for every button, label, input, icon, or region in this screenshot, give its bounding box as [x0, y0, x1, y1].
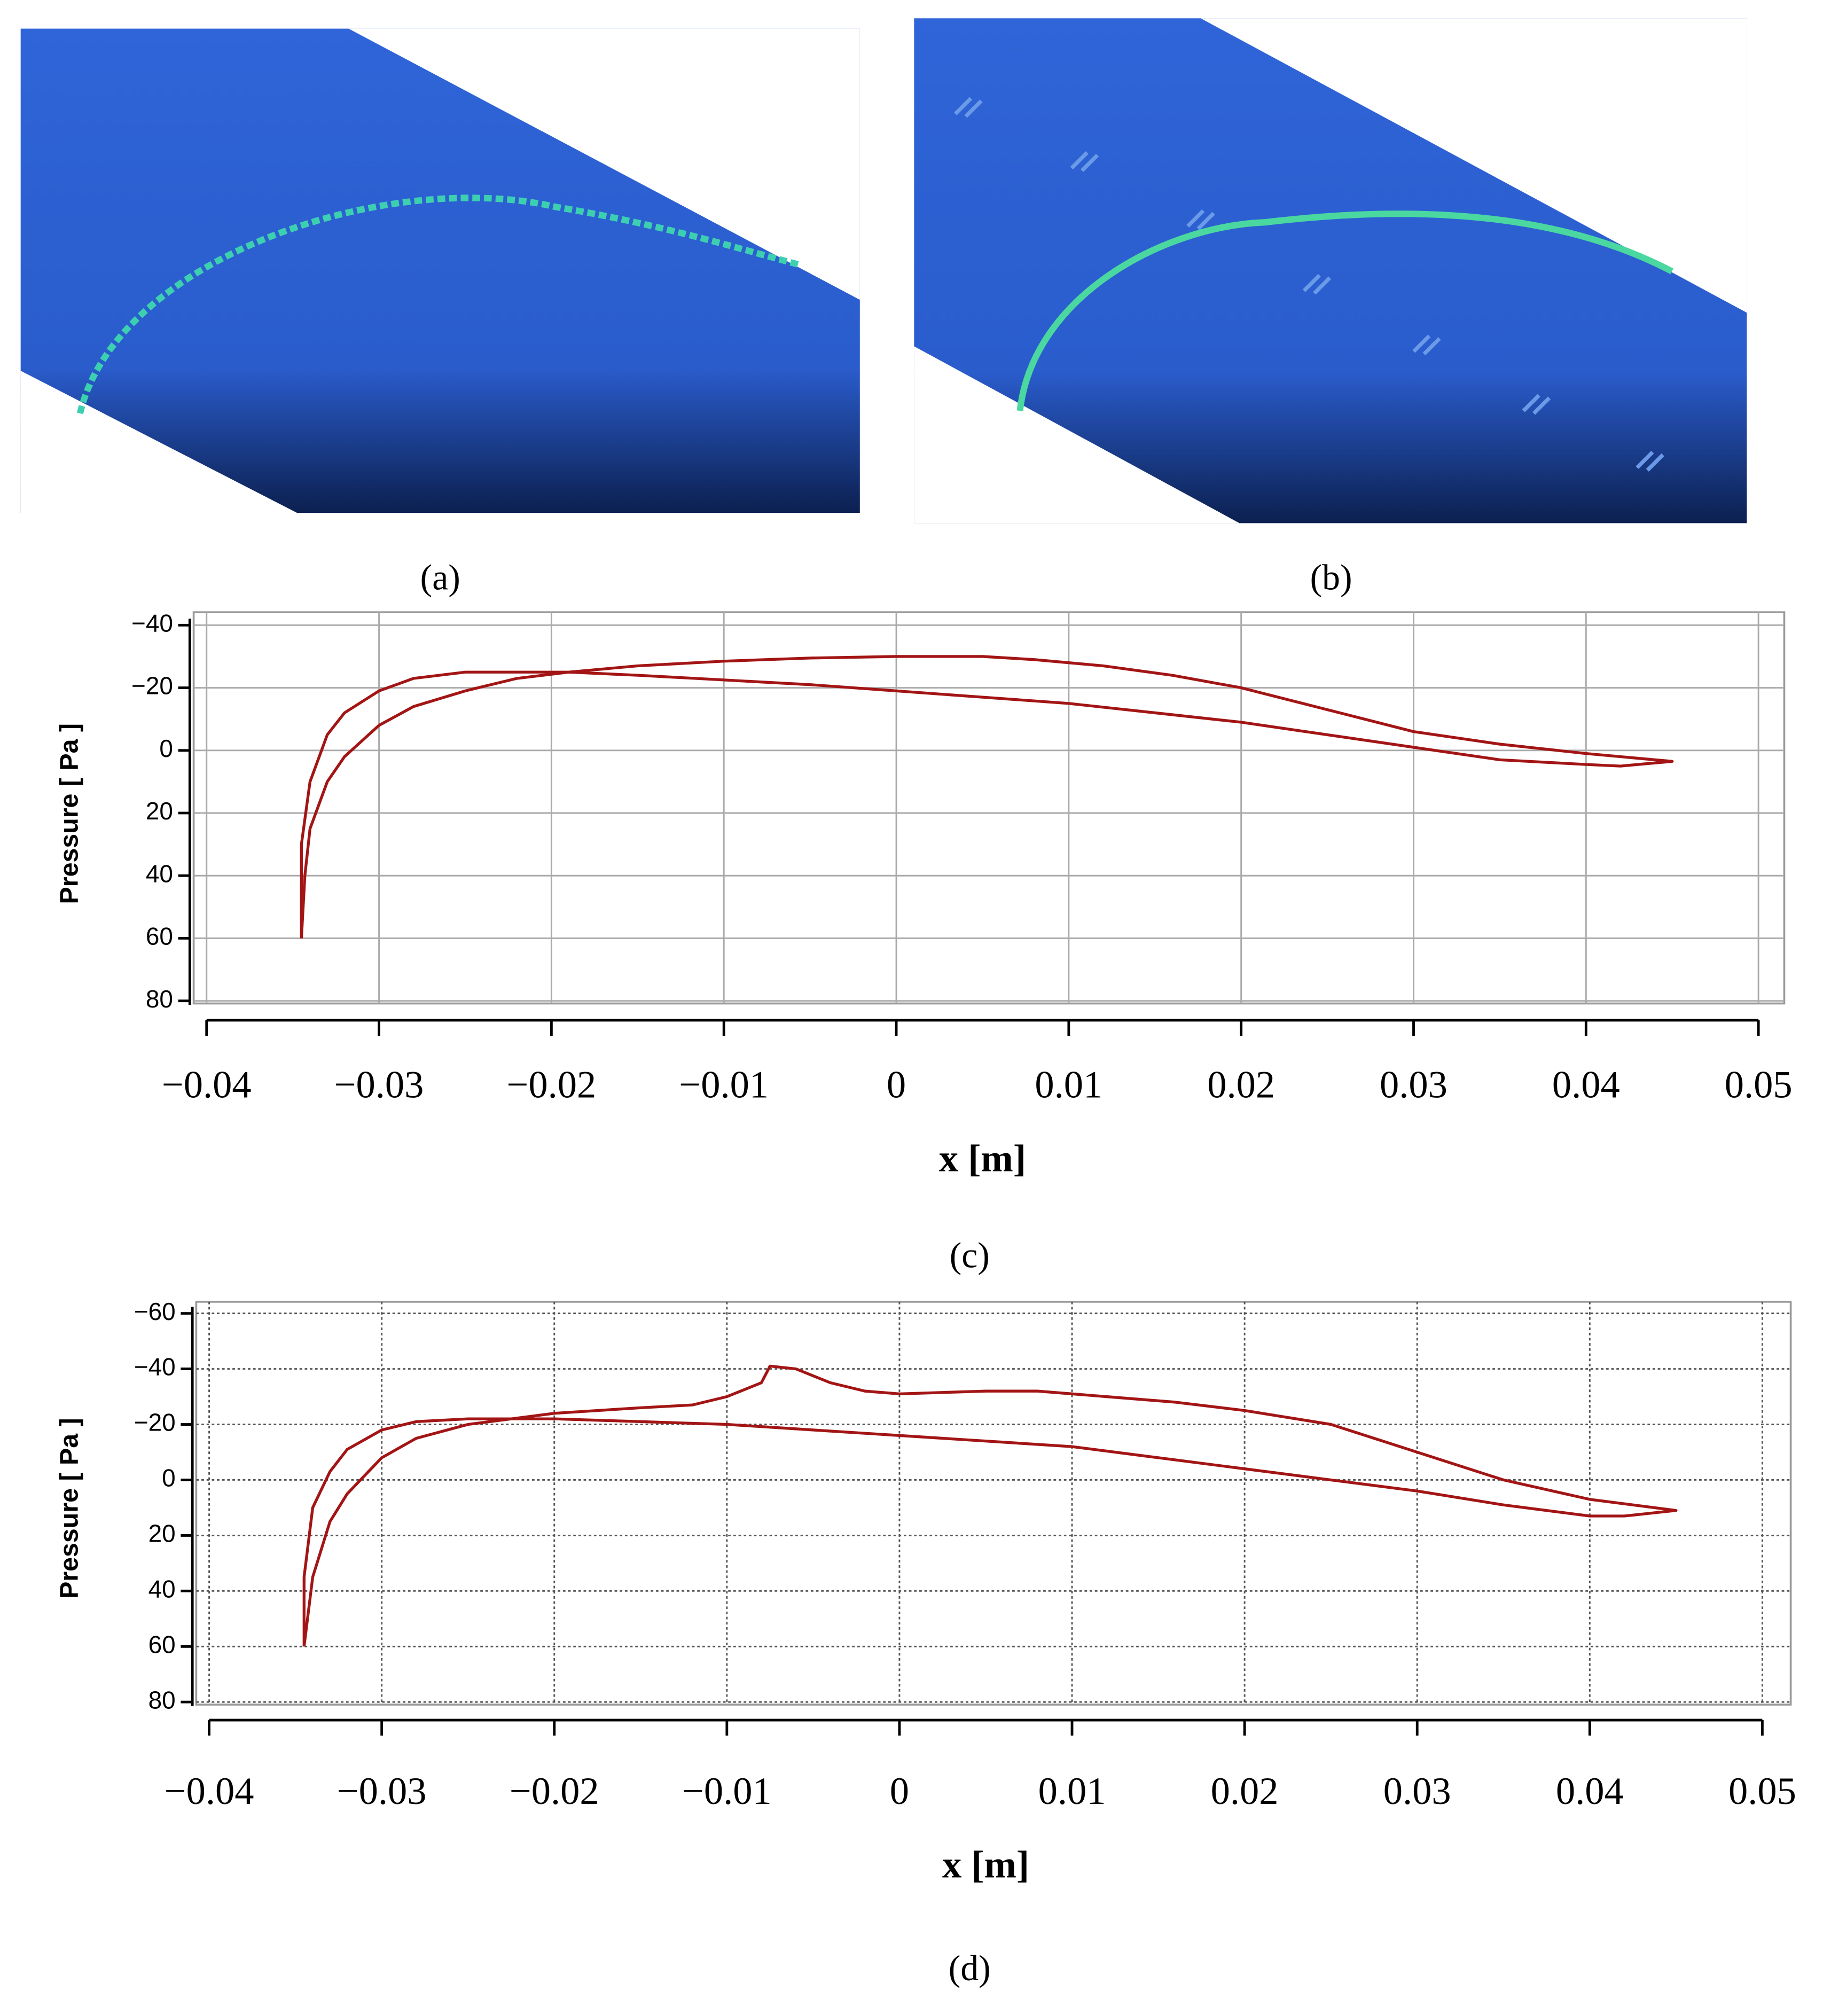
x-tick-label: −0.04: [162, 1063, 252, 1106]
caption: (b): [1310, 558, 1352, 598]
x-tick-label: −0.01: [682, 1769, 772, 1812]
background: [348, 28, 860, 300]
y-tick-label: 60: [146, 923, 173, 950]
y-tick-label: 20: [148, 1520, 176, 1548]
x-tick-label: −0.03: [337, 1769, 427, 1812]
x-tick-label: 0.01: [1038, 1769, 1106, 1812]
caption: (d): [949, 1948, 991, 1988]
data-line: [300, 655, 1674, 939]
x-tick-label: 0.05: [1728, 1769, 1796, 1812]
x-tick-label: −0.03: [334, 1063, 424, 1106]
y-axis-label: Pressure [ Pa ]: [55, 723, 84, 904]
caption: (c): [950, 1236, 990, 1276]
chart: −60 −40 −20 0 20 40 60 80 −0.04 −0.03 −0.02 −0.01 0 0…: [55, 1298, 1796, 1988]
y-tick-label: 0: [162, 1464, 176, 1492]
plot-frame: [192, 611, 1786, 1005]
x-tick-label: 0: [887, 1063, 906, 1106]
y-tick-label: −20: [131, 672, 173, 700]
x-tick-label: 0.03: [1380, 1063, 1448, 1106]
x-tick-label: 0.04: [1556, 1769, 1624, 1812]
data-line: [302, 1364, 1678, 1647]
background: [20, 371, 297, 513]
x-tick-label: −0.04: [165, 1769, 254, 1812]
x-tick-label: 0.03: [1383, 1769, 1451, 1812]
x-tick-label: 0: [890, 1769, 909, 1812]
y-tick-label: 40: [148, 1575, 176, 1603]
x-tick-label: 0.05: [1725, 1063, 1793, 1106]
vortex-generators: [954, 97, 1664, 472]
x-tick-label: −0.01: [679, 1063, 769, 1106]
y-tick-label: 80: [148, 1686, 176, 1714]
y-tick-label: −60: [134, 1298, 176, 1325]
plot-frame: [195, 1301, 1792, 1706]
x-tick-label: 0.04: [1552, 1063, 1620, 1106]
x-tick-label: −0.02: [507, 1063, 597, 1106]
x-axis-label: x [m]: [942, 1843, 1029, 1886]
y-tick-label: 0: [159, 734, 173, 762]
y-tick-label: 60: [148, 1630, 176, 1658]
render-a: [20, 28, 860, 513]
background: [914, 346, 1240, 523]
airfoil-section: [1016, 210, 1674, 411]
y-tick-label: −40: [131, 609, 173, 637]
airfoil-section: [76, 194, 802, 415]
y-tick-label: −40: [134, 1353, 176, 1381]
y-tick-label: 20: [146, 797, 173, 825]
render-b: [914, 18, 1747, 523]
background: [1200, 18, 1747, 313]
x-tick-label: 0.02: [1207, 1063, 1275, 1106]
y-tick-label: −20: [134, 1409, 176, 1436]
y-axis-label: Pressure [ Pa ]: [55, 1418, 84, 1598]
y-tick-label: 80: [146, 985, 173, 1013]
chart: −40 −20 0 20 40 60 80 −0.04 −0.03 −0.02 −0.01 0 0.01…: [55, 609, 1793, 1275]
x-tick-label: −0.02: [510, 1769, 599, 1812]
y-tick-label: 40: [146, 859, 173, 887]
x-tick-label: 0.02: [1211, 1769, 1279, 1812]
x-axis-label: x [m]: [939, 1136, 1026, 1179]
x-tick-label: 0.01: [1035, 1063, 1102, 1106]
caption: (a): [420, 558, 460, 598]
